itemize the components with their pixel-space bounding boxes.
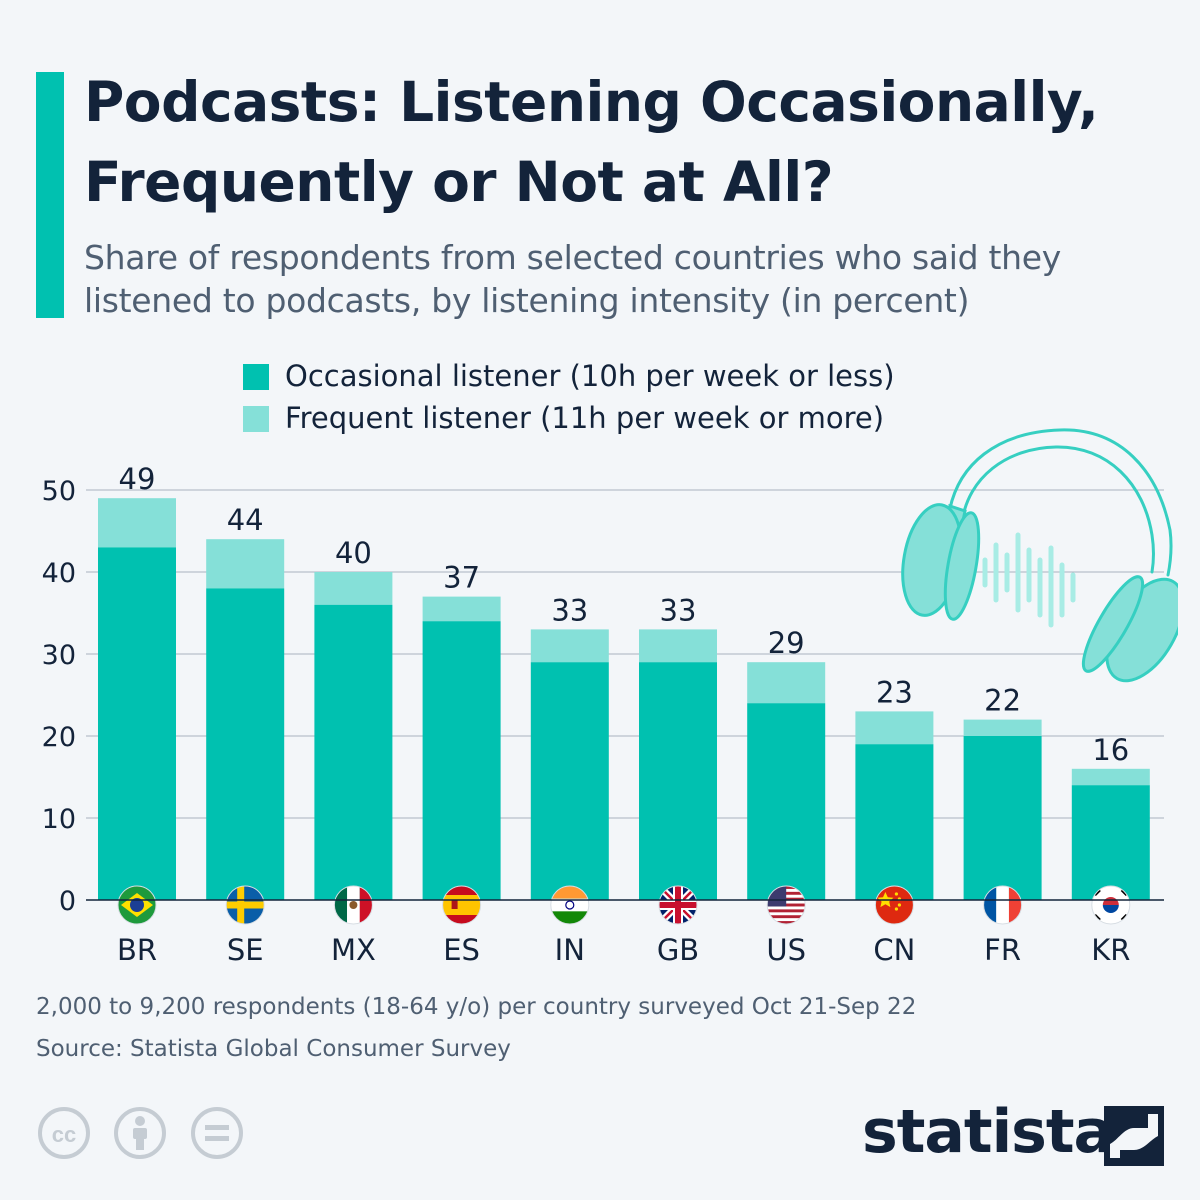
headphones-icon <box>901 428 1178 683</box>
bar-frequent <box>963 719 1042 736</box>
bar-occasional <box>530 662 609 900</box>
y-tick-label: 10 <box>42 804 76 835</box>
statista-logo-icon <box>1104 1106 1164 1166</box>
x-tick-label: SE <box>227 933 264 967</box>
x-tick-label: CN <box>873 933 915 967</box>
legend-label-frequent: Frequent listener (11h per week or more) <box>285 401 885 435</box>
x-tick-label: BR <box>117 933 157 967</box>
bar-frequent <box>422 596 501 622</box>
bar-frequent <box>1071 768 1150 786</box>
bar-chart: 0 10 20 30 40 50 49 BR 44 SE 40 MX 37 ES 33 IN 33 GB 29 US 2… <box>42 462 1164 967</box>
bar-frequent <box>747 662 826 704</box>
bar-frequent <box>639 629 717 663</box>
bar-occasional <box>314 604 393 900</box>
bar-total-label: 33 <box>660 593 697 627</box>
bar-total-label: 49 <box>119 462 156 496</box>
france-flag-icon <box>983 885 1023 925</box>
x-tick-label: MX <box>331 933 376 967</box>
bar-total-label: 33 <box>551 593 588 627</box>
bar-frequent <box>314 572 393 605</box>
bar-occasional <box>855 744 934 900</box>
india-flag-icon <box>550 885 590 925</box>
statista-brand: statista <box>862 1097 1114 1167</box>
bar-occasional <box>206 588 285 900</box>
no-derivatives-icon <box>191 1107 243 1159</box>
bar-occasional <box>639 662 717 900</box>
x-tick-label: ES <box>443 933 480 967</box>
y-tick-label: 0 <box>59 886 76 917</box>
legend-swatch-occasional <box>243 364 269 390</box>
bar-total-label: 37 <box>443 561 480 595</box>
chart-subtitle: Share of respondents from selected count… <box>84 238 1061 320</box>
legend-swatch-frequent <box>243 406 269 432</box>
accent-bar <box>36 72 64 318</box>
bar-frequent <box>206 539 285 589</box>
uk-flag-icon <box>658 885 698 925</box>
bar-occasional <box>747 703 826 900</box>
x-tick-label: IN <box>555 933 585 967</box>
bar-total-label: 16 <box>1092 733 1129 767</box>
footer-note: 2,000 to 9,200 respondents (18-64 y/o) p… <box>36 994 917 1020</box>
bar-total-label: 40 <box>335 536 372 570</box>
bar-occasional <box>422 621 501 900</box>
mexico-flag-icon <box>333 885 373 925</box>
chart-title: Podcasts: Listening Occasionally, Freque… <box>84 70 1099 214</box>
y-tick-label: 40 <box>42 558 76 589</box>
legend-label-occasional: Occasional listener (10h per week or les… <box>285 359 895 393</box>
attribution-icon <box>114 1107 166 1159</box>
bar-total-label: 22 <box>984 684 1021 718</box>
x-tick-label: GB <box>657 933 699 967</box>
bar-occasional <box>98 547 176 900</box>
spain-flag-icon <box>442 885 482 925</box>
bar-total-label: 23 <box>876 675 913 709</box>
license-icons: cc <box>38 1107 243 1159</box>
china-flag-icon <box>874 885 914 925</box>
us-flag-icon <box>766 885 806 925</box>
creative-commons-icon: cc <box>38 1107 90 1159</box>
x-tick-label: US <box>766 933 806 967</box>
bar-frequent <box>855 711 934 745</box>
bar-occasional <box>1071 785 1150 900</box>
svg-text:cc: cc <box>52 1122 76 1147</box>
korea-flag-icon <box>1091 885 1131 925</box>
brazil-flag-icon <box>117 885 157 925</box>
bar-frequent <box>98 498 176 548</box>
y-tick-label: 20 <box>42 722 76 753</box>
bar-total-label: 44 <box>227 503 264 537</box>
y-tick-label: 50 <box>42 476 76 507</box>
footer-source: Source: Statista Global Consumer Survey <box>36 1036 511 1062</box>
bar-frequent <box>530 629 609 663</box>
bar-total-label: 29 <box>768 626 805 660</box>
x-tick-label: FR <box>984 933 1021 967</box>
x-tick-label: KR <box>1091 933 1130 967</box>
bar-occasional <box>963 736 1042 900</box>
y-tick-label: 30 <box>42 640 76 671</box>
sweden-flag-icon <box>225 885 265 925</box>
